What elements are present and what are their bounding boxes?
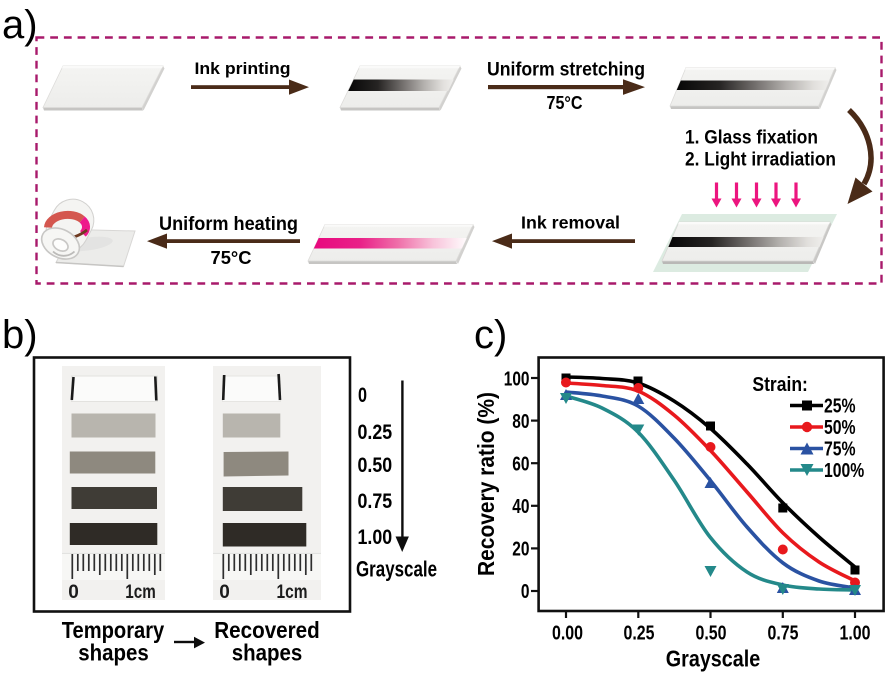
svg-text:0.50: 0.50 [358, 454, 393, 477]
svg-text:100: 100 [504, 368, 530, 391]
svg-text:25%: 25% [824, 394, 856, 417]
svg-text:1. Glass fixation: 1. Glass fixation [685, 127, 818, 149]
svg-text:c): c) [474, 313, 507, 357]
svg-text:100%: 100% [824, 459, 864, 482]
svg-text:Ink removal: Ink removal [521, 213, 620, 233]
svg-text:Grayscale: Grayscale [666, 646, 760, 672]
svg-text:1cm: 1cm [277, 582, 308, 603]
svg-text:Recovered: Recovered [214, 617, 320, 643]
svg-text:shapes: shapes [78, 640, 149, 666]
svg-text:0.75: 0.75 [358, 490, 393, 513]
svg-text:0: 0 [521, 580, 530, 603]
svg-text:0.25: 0.25 [358, 421, 393, 444]
svg-text:0: 0 [219, 582, 230, 603]
svg-text:1cm: 1cm [125, 582, 156, 603]
svg-text:0.50: 0.50 [696, 622, 727, 645]
svg-text:b): b) [2, 313, 38, 357]
svg-text:0: 0 [358, 384, 367, 407]
svg-text:1.00: 1.00 [840, 622, 871, 645]
svg-text:Recovery ratio (%): Recovery ratio (%) [473, 392, 499, 576]
svg-text:0: 0 [68, 582, 79, 603]
svg-text:50%: 50% [824, 416, 856, 439]
svg-text:75°C: 75°C [211, 248, 252, 268]
svg-text:2. Light irradiation: 2. Light irradiation [685, 149, 836, 171]
svg-text:0.75: 0.75 [768, 622, 799, 645]
svg-text:Ink printing: Ink printing [195, 59, 291, 78]
svg-text:Uniform stretching: Uniform stretching [487, 59, 645, 81]
svg-text:Temporary: Temporary [62, 617, 165, 643]
svg-text:a): a) [2, 3, 38, 47]
svg-text:0.25: 0.25 [624, 622, 655, 645]
svg-text:40: 40 [512, 495, 529, 518]
svg-text:Strain:: Strain: [752, 373, 808, 396]
svg-text:60: 60 [512, 453, 529, 476]
svg-text:20: 20 [512, 538, 529, 561]
svg-text:1.00: 1.00 [358, 526, 393, 549]
svg-text:0.00: 0.00 [552, 622, 583, 645]
svg-text:75%: 75% [824, 437, 856, 460]
svg-text:80: 80 [512, 410, 529, 433]
svg-text:Uniform heating: Uniform heating [159, 214, 298, 235]
svg-text:shapes: shapes [232, 640, 303, 666]
svg-text:75°C: 75°C [547, 93, 583, 113]
svg-text:Grayscale: Grayscale [356, 557, 437, 582]
